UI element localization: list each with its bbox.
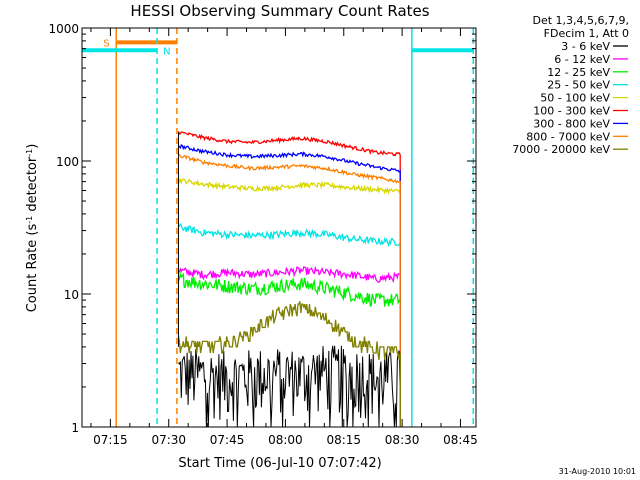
legend: Det 1,3,4,5,6,7,9, FDecim 1, Att 0 3 - 6… [512, 14, 629, 156]
plot-frame [81, 27, 477, 428]
y-axis-label: Count Rate (s-1 detector-1) [25, 144, 41, 313]
series-line-0 [178, 345, 401, 428]
legend-label: 800 - 7000 keV [526, 130, 610, 143]
legend-label: 7000 - 20000 keV [512, 143, 610, 156]
series-line-5 [177, 131, 401, 427]
series-line-2 [177, 271, 401, 427]
plot-area: SN 07:15 07:30 07:45 08:00 08:15 08:30 08:4511… [48, 22, 477, 447]
x-tick-label: 07:30 [151, 433, 186, 447]
series-line-6 [178, 143, 401, 427]
series-line-7 [178, 153, 401, 427]
series-line-1 [177, 265, 401, 427]
legend-label: 25 - 50 keV [547, 79, 610, 92]
y-tick-label: 10 [64, 288, 79, 302]
x-tick-label: 08:45 [443, 433, 478, 447]
x-axis-label: Start Time (06-Jul-10 07:07:42) [178, 456, 381, 471]
legend-header-line-1: Det 1,3,4,5,6,7,9, [532, 14, 629, 27]
x-tick-label: 07:15 [93, 433, 128, 447]
x-tick-label: 07:45 [210, 433, 245, 447]
y-tick-label: 1000 [48, 22, 79, 36]
y-tick-label: 1 [71, 421, 79, 435]
legend-label: 300 - 800 keV [533, 117, 610, 130]
n-flag-label: N [163, 46, 170, 57]
x-tick-label: 08:00 [268, 433, 303, 447]
series-line-4 [177, 177, 401, 427]
axis-layer: 07:15 07:30 07:45 08:00 08:15 08:30 08:45 1 10 10… [48, 22, 477, 447]
legend-label: 100 - 300 keV [533, 105, 610, 118]
legend-header-line-2: FDecim 1, Att 0 [544, 27, 629, 40]
legend-label: 6 - 12 keV [554, 53, 610, 66]
series-layer [177, 131, 401, 428]
flags-layer: SN [82, 28, 475, 427]
series-line-8 [177, 301, 401, 427]
x-tick-label: 08:15 [326, 433, 361, 447]
footer-date: 31-Aug-2010 10:01 [559, 467, 636, 476]
s-flag-label: S [103, 38, 109, 49]
legend-label: 3 - 6 keV [561, 40, 610, 53]
chart-title: HESSI Observing Summary Count Rates [130, 2, 429, 20]
legend-label: 50 - 100 keV [540, 92, 610, 105]
x-tick-label: 08:30 [385, 433, 420, 447]
y-tick-label: 100 [56, 155, 79, 169]
series-line-3 [178, 222, 401, 427]
legend-label: 12 - 25 keV [547, 66, 610, 79]
